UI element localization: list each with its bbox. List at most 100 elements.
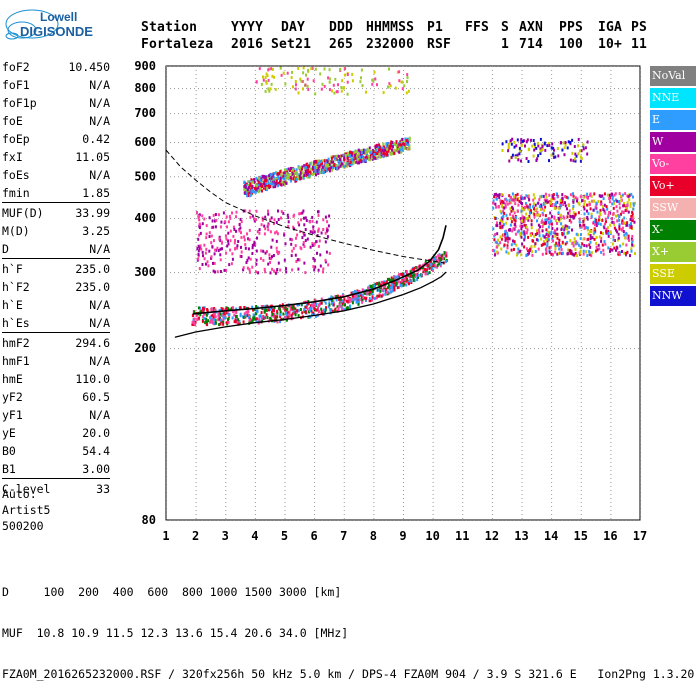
grid-dot [382, 272, 383, 273]
grid-dot [606, 520, 607, 521]
grid-dot [344, 170, 345, 171]
grid-dot [586, 520, 587, 521]
grid-dot [403, 414, 404, 415]
grid-dot [170, 520, 171, 521]
grid-dot [310, 520, 311, 521]
grid-dot [462, 442, 463, 443]
grid-dot [378, 142, 379, 143]
grid-dot [640, 130, 641, 131]
grid-dot [382, 348, 383, 349]
grid-dot [581, 302, 582, 303]
grid-dot [551, 110, 552, 111]
grid-dot [640, 158, 641, 159]
grid-dot [498, 348, 499, 349]
grid-dot [551, 214, 552, 215]
grid-dot [554, 66, 555, 67]
grid-dot [586, 176, 587, 177]
grid-dot [285, 474, 286, 475]
grid-dot [394, 176, 395, 177]
grid-dot [478, 218, 479, 219]
grid-dot [196, 210, 197, 211]
grid-dot [166, 454, 167, 455]
grid-dot [626, 348, 627, 349]
grid-dot [373, 466, 374, 467]
grid-dot [462, 210, 463, 211]
grid-dot [322, 66, 323, 67]
grid-dot [546, 176, 547, 177]
grid-dot [314, 494, 315, 495]
grid-dot [246, 142, 247, 143]
grid-dot [433, 422, 434, 423]
grid-dot [458, 272, 459, 273]
grid-dot [166, 88, 167, 89]
grid-dot [196, 354, 197, 355]
grid-dot [302, 520, 303, 521]
grid-dot [196, 366, 197, 367]
grid-dot [166, 246, 167, 247]
grid-dot [492, 102, 493, 103]
grid-dot [551, 262, 552, 263]
grid-dot [225, 126, 226, 127]
grid-dot [285, 286, 286, 287]
grid-dot [581, 114, 582, 115]
grid-dot [610, 294, 611, 295]
grid-dot [602, 348, 603, 349]
grid-dot [196, 498, 197, 499]
grid-dot [640, 374, 641, 375]
grid-dot [640, 366, 641, 367]
grid-dot [614, 88, 615, 89]
grid-dot [344, 234, 345, 235]
grid-dot [578, 520, 579, 521]
grid-dot [166, 410, 167, 411]
grid-dot [498, 88, 499, 89]
grid-dot [210, 113, 211, 114]
grid-dot [492, 218, 493, 219]
grid-dot [196, 426, 197, 427]
echo-point [256, 184, 258, 187]
grid-dot [403, 130, 404, 131]
grid-dot [610, 506, 611, 507]
echo-point [437, 254, 439, 257]
grid-dot [522, 130, 523, 131]
grid-dot [255, 406, 256, 407]
grid-dot [314, 470, 315, 471]
echo-point [349, 305, 351, 308]
grid-dot [551, 286, 552, 287]
grid-dot [433, 202, 434, 203]
grid-dot [166, 506, 167, 507]
grid-dot [433, 318, 434, 319]
grid-dot [551, 394, 552, 395]
grid-dot [638, 520, 639, 521]
grid-dot [266, 142, 267, 143]
grid-dot [434, 113, 435, 114]
echo-point [393, 286, 395, 289]
grid-dot [166, 122, 167, 123]
echo-point [314, 160, 316, 163]
grid-dot [344, 482, 345, 483]
grid-dot [581, 362, 582, 363]
x-tick-label: 4 [251, 529, 258, 543]
grid-dot [314, 514, 315, 515]
grid-dot [522, 330, 523, 331]
grid-dot [433, 174, 434, 175]
grid-dot [196, 282, 197, 283]
grid-dot [454, 142, 455, 143]
echo-point [435, 256, 437, 259]
echo-point [239, 306, 241, 309]
grid-dot [225, 138, 226, 139]
echo-point [297, 67, 299, 70]
grid-dot [551, 422, 552, 423]
grid-dot [462, 438, 463, 439]
grid-dot [196, 482, 197, 483]
grid-dot [566, 66, 567, 67]
echo-point [354, 157, 356, 160]
echo-point [336, 90, 338, 93]
grid-dot [551, 134, 552, 135]
echo-point [287, 174, 289, 177]
grid-dot [225, 198, 226, 199]
grid-dot [462, 114, 463, 115]
grid-dot [462, 278, 463, 279]
echo-point [318, 310, 320, 313]
grid-dot [178, 66, 179, 67]
grid-dot [586, 66, 587, 67]
